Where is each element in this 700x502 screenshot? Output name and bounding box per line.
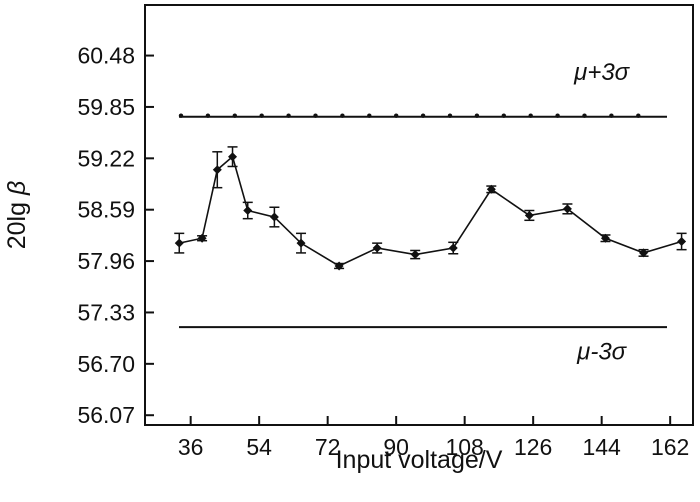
series-line xyxy=(179,155,682,267)
data-point xyxy=(677,237,687,247)
upper-limit-dot xyxy=(555,113,560,118)
y-axis-ticks: 56.07 56.70 57.33 57.96 58.59 59.22 59.85 60.48 xyxy=(77,43,154,428)
x-tick-label: 108 xyxy=(445,434,483,460)
x-axis-label: Input voltage/V xyxy=(336,446,503,474)
annotation-label: μ-3σ xyxy=(576,339,627,366)
x-tick-label: 36 xyxy=(178,434,204,460)
y-tick-label: 59.85 xyxy=(77,94,135,120)
x-tick-label: 90 xyxy=(383,434,409,460)
data-point xyxy=(600,233,610,243)
data-point xyxy=(197,233,207,243)
x-tick-label: 72 xyxy=(315,434,341,460)
upper-limit-dot xyxy=(340,113,345,118)
upper-limit-dot xyxy=(286,113,291,118)
y-tick-label: 57.33 xyxy=(77,299,135,325)
data-point xyxy=(372,243,382,253)
data-point xyxy=(269,212,279,222)
upper-limit-dot xyxy=(259,113,264,118)
upper-limit-dot xyxy=(528,113,533,118)
y-tick-label: 58.59 xyxy=(77,197,135,223)
data-point xyxy=(486,184,496,194)
upper-limit-dot xyxy=(205,113,211,118)
upper-limit-dot xyxy=(609,113,614,118)
x-tick-label: 162 xyxy=(651,434,689,460)
data-point xyxy=(410,250,420,260)
data-point xyxy=(562,204,572,214)
upper-limit-dot xyxy=(474,113,480,118)
x-tick-label: 144 xyxy=(582,434,621,460)
y-axis-label: 20lg β xyxy=(3,181,31,250)
data-series xyxy=(174,146,687,271)
data-point xyxy=(243,206,253,216)
upper-limit-dot xyxy=(582,113,587,118)
annotations: μ+3σ μ-3σ xyxy=(573,59,631,366)
y-axis-label-main: 20lg xyxy=(3,195,31,249)
data-point xyxy=(228,152,238,162)
upper-limit-dot xyxy=(501,113,506,118)
data-point xyxy=(334,261,344,271)
y-tick-label: 56.07 xyxy=(77,402,135,428)
y-axis-label-symbol: β xyxy=(3,181,31,196)
y-tick-label: 60.48 xyxy=(77,43,135,69)
upper-limit-dot xyxy=(447,113,453,118)
data-point xyxy=(524,210,534,220)
upper-limit-dot xyxy=(313,113,318,118)
data-point xyxy=(448,243,458,253)
annotation-label: μ+3σ xyxy=(573,59,631,86)
y-tick-label: 56.70 xyxy=(77,351,135,377)
y-tick-label: 59.22 xyxy=(77,145,135,171)
x-tick-label: 54 xyxy=(246,434,272,460)
reference-lines xyxy=(178,113,667,329)
upper-limit-dot xyxy=(178,113,184,118)
upper-limit-dot xyxy=(232,113,237,118)
y-tick-label: 57.96 xyxy=(77,248,135,274)
data-point xyxy=(212,165,222,175)
x-axis-ticks: 36 54 72 90 108 126 144 162 xyxy=(178,416,689,460)
data-point xyxy=(639,248,649,258)
data-point xyxy=(174,238,184,248)
upper-limit-dot xyxy=(636,113,641,118)
upper-limit-dot xyxy=(394,113,399,118)
upper-limit-dot xyxy=(420,113,426,118)
data-point xyxy=(296,238,306,248)
x-tick-label: 126 xyxy=(514,434,552,460)
upper-limit-dot xyxy=(367,113,372,118)
plot-frame xyxy=(144,4,694,426)
